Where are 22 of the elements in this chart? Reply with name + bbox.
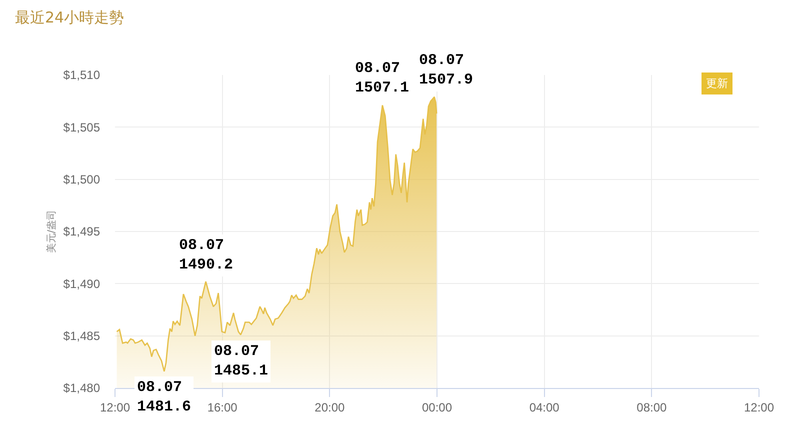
x-tick-label: 16:00 <box>207 400 238 414</box>
annotation: 08.07 1507.9 <box>419 52 474 88</box>
x-tick-label: 04:00 <box>529 400 560 414</box>
x-tick-label: 00:00 <box>422 400 452 414</box>
y-axis-title: 美元/盎司 <box>45 210 58 254</box>
y-tick-label: $1,480 <box>63 381 100 396</box>
annotation: 08.07 1481.6 <box>137 379 192 416</box>
y-tick-label: $1,510 <box>63 68 100 82</box>
y-tick-label: $1,495 <box>63 224 100 239</box>
chart-title: 最近24小時走勢 <box>15 8 124 26</box>
y-tick-label: $1,500 <box>63 172 100 187</box>
x-tick-label: 08:00 <box>636 400 668 414</box>
y-tick-label: $1,490 <box>63 276 100 291</box>
y-tick-label: $1,485 <box>63 329 100 344</box>
y-tick-label: $1,505 <box>63 120 100 134</box>
x-tick-label: 20:00 <box>314 400 346 414</box>
annotation: 更新 <box>706 77 728 90</box>
annotation: 08.07 1507.1 <box>355 60 410 96</box>
x-tick-label: 12:00 <box>100 400 130 414</box>
x-tick-label: 12:00 <box>744 400 774 414</box>
annotation: 08.07 1485.1 <box>214 343 268 380</box>
annotation: 08.07 1490.2 <box>179 237 234 274</box>
